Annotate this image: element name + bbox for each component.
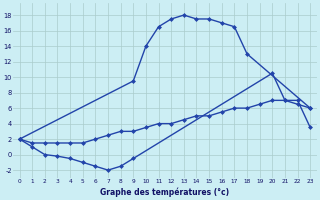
X-axis label: Graphe des températures (°c): Graphe des températures (°c) [100,187,229,197]
